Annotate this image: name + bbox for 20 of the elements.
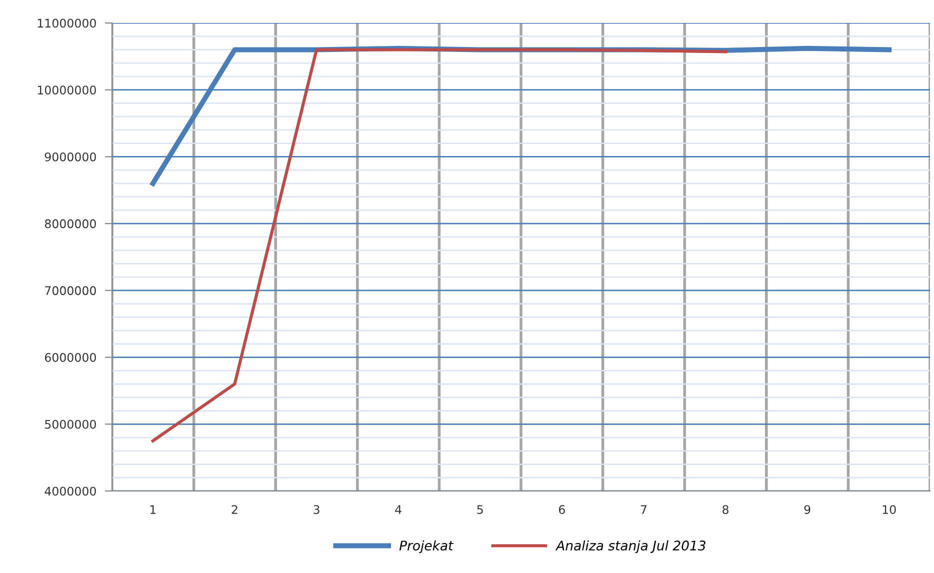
y-tick-label: 8000000 bbox=[44, 219, 96, 228]
y-tick-label: 6000000 bbox=[44, 353, 96, 362]
x-tick-label: 3 bbox=[314, 505, 320, 514]
x-tick-label: 1 bbox=[150, 505, 156, 514]
x-tick-label: 4 bbox=[395, 505, 402, 514]
y-tick-label: 7000000 bbox=[45, 286, 96, 296]
legend-label: Projekat bbox=[399, 540, 454, 554]
x-tick-label: 9 bbox=[804, 505, 810, 514]
x-tick-label: 8 bbox=[722, 505, 728, 514]
y-tick-label: 10000000 bbox=[38, 86, 96, 95]
y-tick-label: 11000000 bbox=[38, 18, 96, 28]
y-tick-label: 5000000 bbox=[45, 420, 96, 429]
x-tick-label: 5 bbox=[477, 505, 483, 514]
x-tick-label: 6 bbox=[558, 505, 565, 514]
y-tick-label: 9000000 bbox=[44, 152, 96, 162]
x-tick-label: 2 bbox=[232, 505, 238, 514]
legend-label: Analiza stanja Jul 2013 bbox=[555, 540, 706, 554]
x-tick-label: 7 bbox=[640, 505, 646, 514]
y-tick-label: 4000000 bbox=[44, 486, 96, 496]
x-tick-label: 10 bbox=[882, 505, 896, 514]
